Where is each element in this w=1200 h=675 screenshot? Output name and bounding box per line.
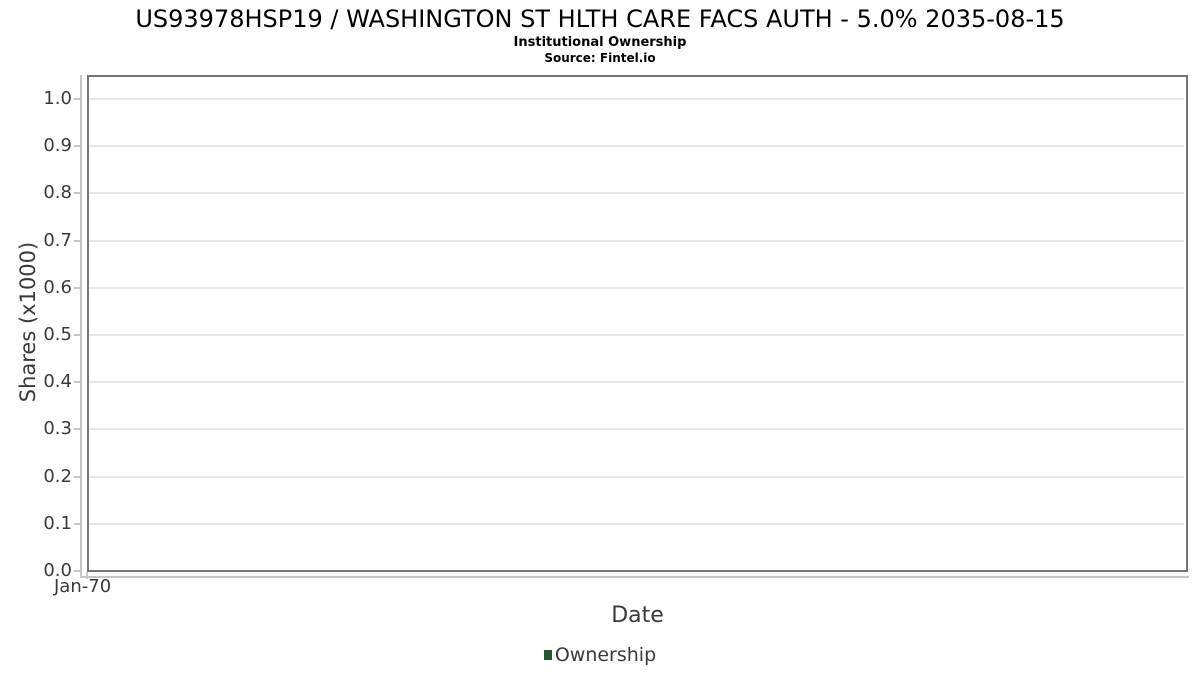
y-tick-label-1.0: 1.0 [43,88,72,109]
chart-subtitle: Institutional Ownership [513,35,687,50]
plot-area [87,75,1188,572]
chart-source: Source: Fintel.io [544,51,656,65]
x-axis-title: Date [611,603,664,628]
gridline-0.3 [89,428,1184,431]
y-tick-label-0.5: 0.5 [43,324,72,345]
y-tick-mark-0.4 [74,381,81,384]
legend-label: Ownership [554,644,657,666]
y-axis-line [80,75,82,577]
y-tick-label-0.7: 0.7 [43,229,72,251]
gridline-0.2 [89,475,1184,478]
y-tick-label-0.0: 0.0 [43,560,72,581]
y-tick-label-0.1: 0.1 [43,512,72,534]
x-tick-label: Jan-70 [54,576,112,597]
y-tick-mark-0.5 [74,334,81,336]
gridline-0.4 [89,381,1184,384]
y-tick-mark-0.8 [74,192,81,195]
y-tick-mark-0.7 [74,239,81,242]
y-tick-mark-0.6 [74,286,81,289]
x-tick-mark [86,572,88,579]
x-axis-line [80,576,1189,578]
y-tick-label-0.2: 0.2 [43,465,72,487]
legend-item-ownership[interactable]: Ownership [543,644,657,666]
gridline-0.5 [89,334,1184,336]
gridline-0.9 [89,145,1184,148]
y-tick-mark-0.3 [74,428,81,431]
gridline-0.1 [89,522,1184,525]
y-tick-label-0.9: 0.9 [43,135,72,157]
y-tick-label-0.4: 0.4 [43,371,72,393]
gridline-0.6 [89,286,1184,289]
legend-marker-icon [543,650,552,660]
y-tick-label-0.3: 0.3 [43,418,72,440]
y-tick-mark-0.1 [74,522,81,525]
y-tick-label-0.8: 0.8 [43,182,72,204]
y-tick-mark-0.2 [74,475,81,478]
gridline-0.8 [89,192,1184,195]
gridline-0.7 [89,239,1184,242]
legend: Ownership [0,644,1200,666]
chart-title: US93978HSP19 / WASHINGTON ST HLTH CARE F… [135,5,1065,33]
y-axis-title: Shares (x1000) [16,241,40,403]
y-tick-mark-1.0 [74,98,81,100]
y-tick-mark-0.9 [74,145,81,148]
gridline-1.0 [89,98,1184,100]
y-tick-label-0.6: 0.6 [43,276,72,298]
y-tick-mark-0.0 [74,570,81,572]
